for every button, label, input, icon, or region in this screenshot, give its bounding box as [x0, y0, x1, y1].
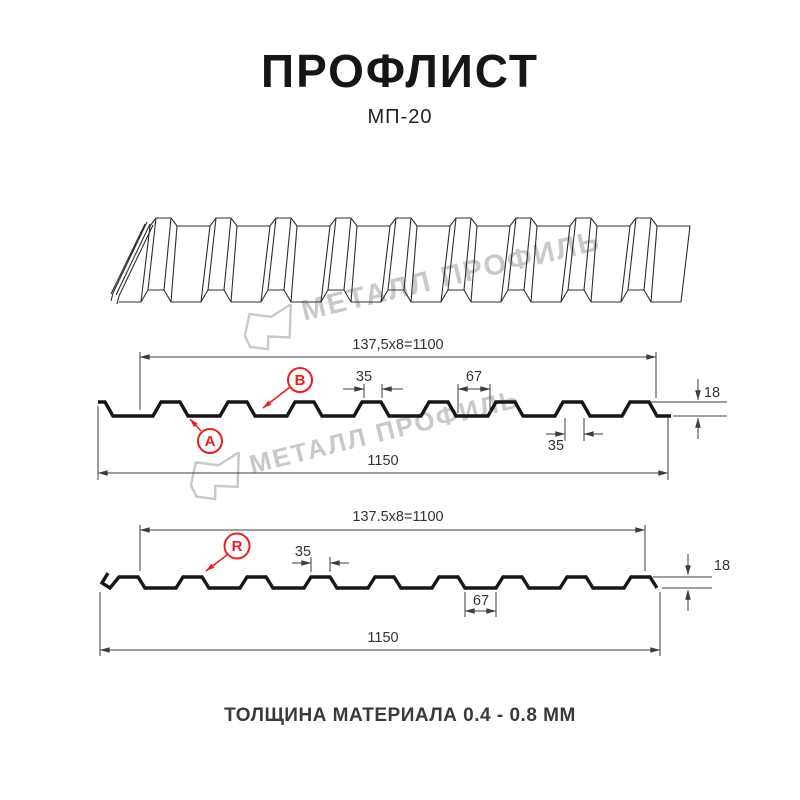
marker-r-letter: R: [232, 538, 243, 555]
dim-crest-top-value: 35: [295, 544, 311, 560]
dim-pitch: 137.5x8=1100: [139, 509, 646, 571]
dim-valley-value: 67: [473, 593, 489, 609]
dim-valley-value: 67: [466, 369, 482, 385]
material-thickness-note: ТОЛЩИНА МАТЕРИАЛА 0.4 - 0.8 ММ: [224, 705, 576, 726]
dim-crest-bottom-value: 35: [548, 438, 564, 454]
dim-height-value: 18: [714, 558, 730, 574]
dim-height: 18: [651, 379, 727, 439]
dim-overall-value: 1150: [367, 630, 398, 646]
dim-overall-value: 1150: [367, 453, 398, 469]
dim-crest-top: 35: [343, 369, 403, 398]
marker-b: B: [262, 367, 313, 409]
sheet-front-edge: [119, 289, 681, 303]
dim-height: 18: [653, 554, 730, 611]
sheet-cut-edge: [110, 221, 154, 305]
marker-r: R: [205, 532, 251, 572]
profile-outline: [98, 400, 671, 418]
profile-outline: [99, 572, 659, 591]
dim-pitch-value: 137,5x8=1100: [352, 337, 443, 353]
dim-crest-top: 35: [292, 544, 349, 572]
brand-logo-watermark: [243, 304, 293, 351]
dim-valley: 67: [464, 592, 497, 617]
profile-3d-view: [110, 217, 691, 305]
cross-section-face-side: 137,5x8=1100 35 67 18: [97, 337, 727, 480]
dim-overall-width: 1150: [97, 406, 669, 480]
page-title: ПРОФЛИСТ: [261, 45, 539, 97]
dim-crest-top-value: 35: [356, 369, 372, 385]
brand-logo-watermark: [189, 452, 241, 501]
dim-pitch: 137,5x8=1100: [139, 337, 657, 410]
dim-crest-bottom: 35: [546, 418, 603, 454]
profile-model: МП-20: [367, 106, 433, 128]
marker-a-letter: A: [205, 433, 216, 450]
dim-pitch-value: 137.5x8=1100: [352, 509, 443, 525]
marker-a: A: [189, 418, 223, 454]
dim-height-value: 18: [704, 385, 720, 401]
cross-section-reverse-side: 137.5x8=1100 35 18 67: [99, 509, 730, 656]
dim-overall-width: 1150: [99, 592, 661, 656]
sheet-right-edge: [680, 225, 691, 303]
dim-valley: 67: [457, 369, 491, 413]
header: ПРОФЛИСТ МП-20: [0, 44, 800, 129]
marker-b-letter: B: [295, 372, 306, 389]
